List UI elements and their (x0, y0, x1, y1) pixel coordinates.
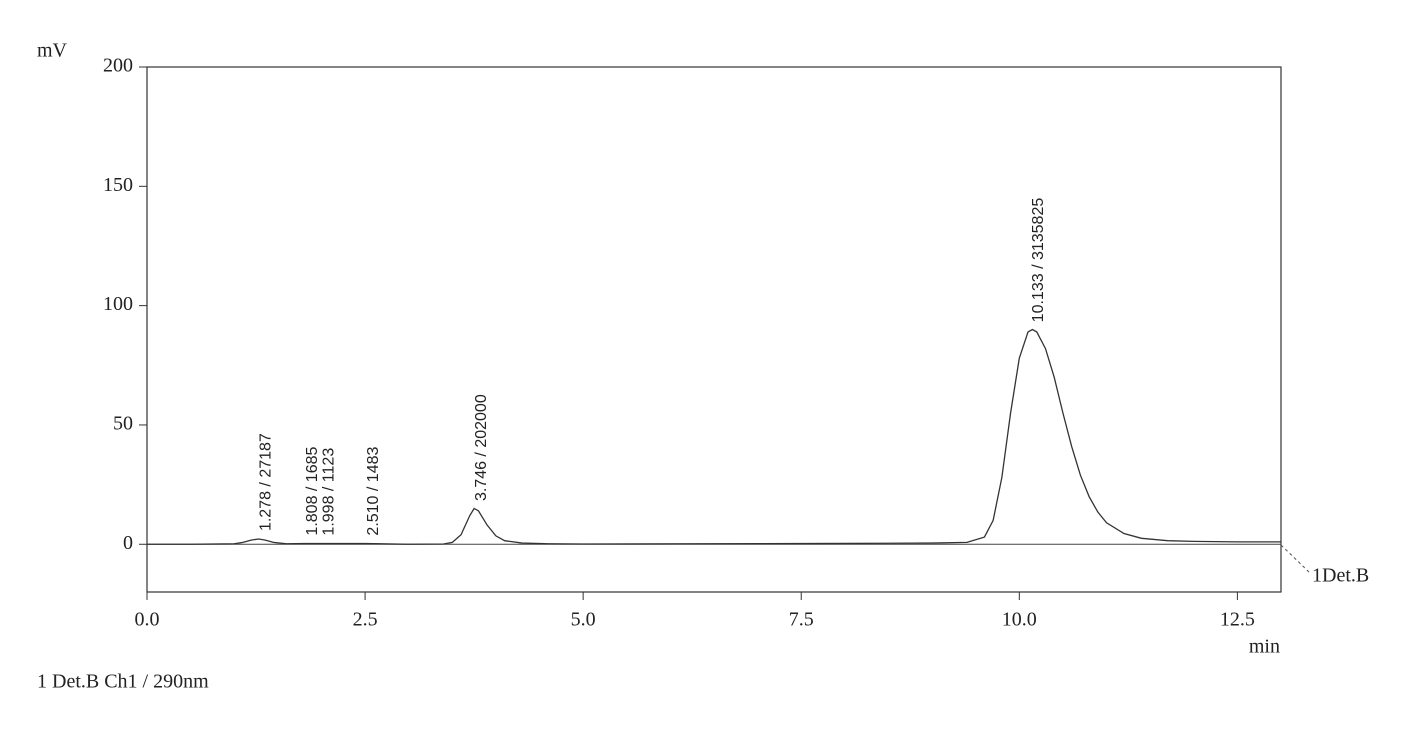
x-tick-label: 2.5 (353, 609, 378, 631)
legend-leader (1280, 544, 1311, 574)
y-axis-label: mV (37, 40, 68, 62)
x-tick-label: 7.5 (789, 609, 814, 631)
peak-label: 2.510 / 1483 (365, 447, 382, 536)
plot-frame (146, 66, 1282, 593)
legend-entry: 1Det.B (1312, 565, 1369, 587)
y-tick-label: 50 (113, 413, 133, 435)
x-tick-label: 5.0 (571, 609, 596, 631)
peak-label: 1.998 / 1123 (321, 448, 338, 536)
peak-label: 1.808 / 1685 (304, 446, 321, 535)
trace (147, 328, 1281, 545)
y-tick-label: 100 (103, 293, 133, 315)
y-tick-label: 200 (103, 55, 133, 77)
x-tick-label: 10.0 (1002, 609, 1037, 631)
x-tick-label: 12.5 (1220, 609, 1255, 631)
footer: 1 Det.B Ch1 / 290nm (37, 671, 209, 693)
y-tick-label: 0 (123, 532, 133, 554)
peak-label: 3.746 / 202000 (473, 394, 490, 501)
peak-label: 10.133 / 3135825 (1030, 198, 1047, 323)
x-axis-label: min (1249, 636, 1280, 658)
peak-label: 1.278 / 27187 (258, 433, 275, 531)
x-tick-label: 0.0 (135, 609, 160, 631)
y-tick-label: 150 (103, 174, 133, 196)
